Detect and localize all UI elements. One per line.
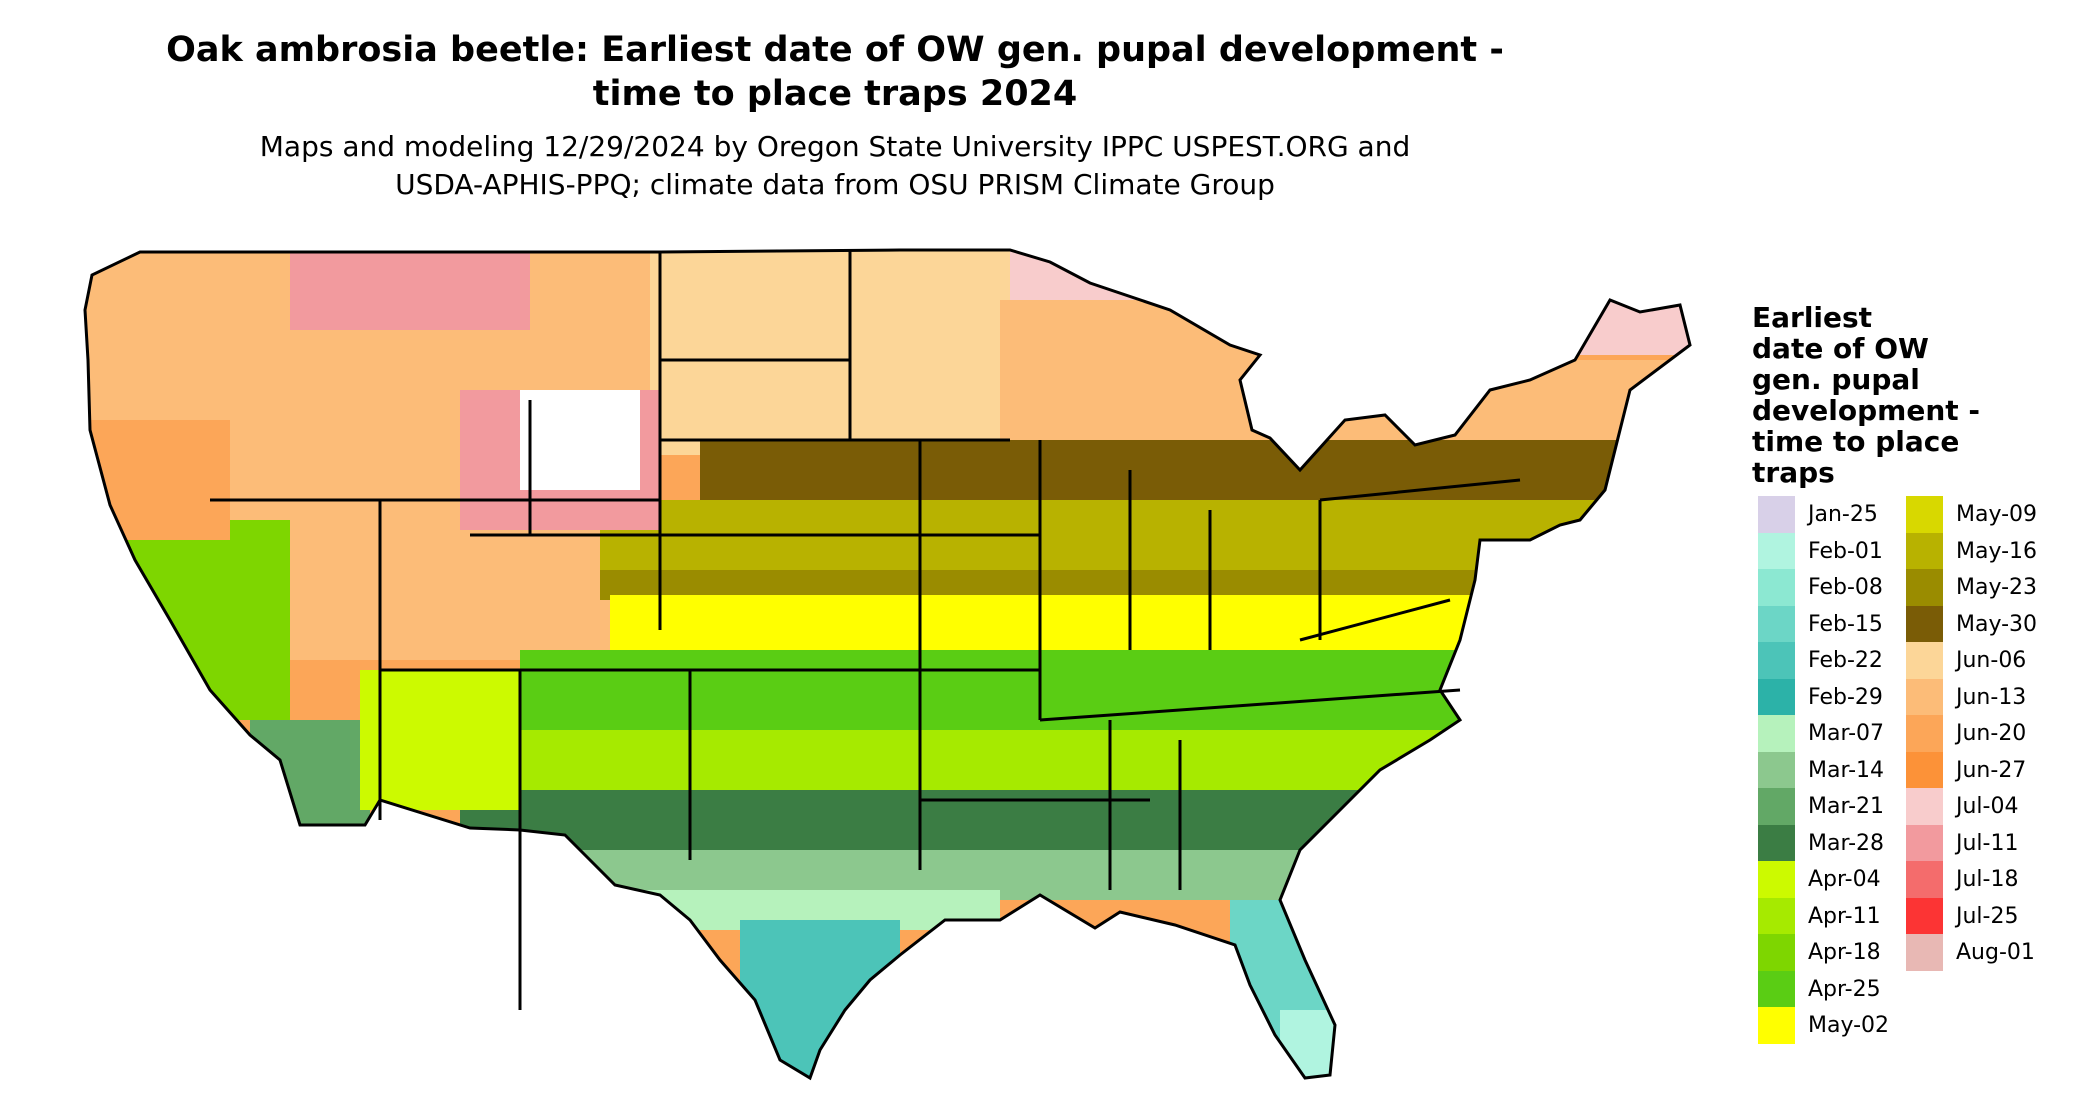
- legend-label: Feb-29: [1808, 684, 1883, 710]
- legend-label: Mar-07: [1808, 721, 1885, 746]
- legend-label: Jul-18: [1956, 867, 2019, 892]
- legend-swatch: [1906, 934, 1943, 971]
- legend-label: Jun-06: [1956, 648, 2027, 673]
- legend-label: Jun-27: [1956, 757, 2027, 783]
- legend-swatch: [1758, 1007, 1795, 1044]
- legend-label: May-09: [1956, 502, 2038, 527]
- legend-label: Jun-13: [1956, 684, 2027, 710]
- legend-swatch: [1758, 496, 1795, 533]
- legend-swatch: [1758, 897, 1795, 935]
- legend-swatch: [1906, 715, 1943, 752]
- legend-label: Mar-21: [1808, 794, 1885, 819]
- legend-swatch: [1906, 897, 1943, 935]
- legend-swatch: [1906, 678, 1943, 716]
- legend-label: May-16: [1956, 538, 2038, 564]
- legend-label: Jun-20: [1956, 721, 2027, 746]
- state-borders: [83, 248, 1692, 1080]
- legend-swatch: [1758, 605, 1795, 643]
- legend-swatch: [1758, 824, 1795, 862]
- legend-swatch: [1758, 970, 1795, 1008]
- legend-swatch: [1758, 861, 1795, 898]
- legend-label: Feb-15: [1808, 611, 1883, 637]
- legend-swatch: [1758, 788, 1795, 825]
- legend-label: May-23: [1956, 575, 2038, 600]
- legend-title-line: traps: [1752, 456, 1835, 489]
- map-subtitle: Maps and modeling 12/29/2024 by Oregon S…: [120, 128, 1550, 204]
- legend-label: Jul-25: [1956, 903, 2019, 929]
- legend-swatch: [1758, 934, 1795, 971]
- legend-label: Feb-01: [1808, 538, 1883, 564]
- legend-title-line: time to place: [1752, 425, 1960, 458]
- legend-swatch: [1758, 715, 1795, 752]
- legend-title-line: date of OW: [1752, 332, 1929, 365]
- legend-swatch: [1906, 532, 1943, 570]
- subtitle-line-1: Maps and modeling 12/29/2024 by Oregon S…: [259, 130, 1411, 163]
- legend-label: Apr-25: [1808, 976, 1881, 1002]
- legend-title-line: gen. pupal: [1752, 363, 1920, 396]
- legend-swatch: [1906, 751, 1943, 789]
- legend-label: Aug-01: [1956, 940, 2035, 965]
- legend-label: Feb-08: [1808, 575, 1883, 600]
- legend-title-line: Earliest: [1752, 301, 1873, 334]
- legend-label: Apr-18: [1808, 940, 1881, 965]
- legend-label: Jul-11: [1956, 830, 2019, 856]
- title-line-1: Oak ambrosia beetle: Earliest date of OW…: [166, 30, 1504, 70]
- legend-swatch: [1906, 861, 1943, 898]
- subtitle-line-2: USDA-APHIS-PPQ; climate data from OSU PR…: [395, 168, 1275, 201]
- legend-label: Mar-28: [1808, 830, 1885, 856]
- legend-swatch: [1758, 532, 1795, 570]
- legend-title-line: development -: [1752, 394, 1981, 427]
- legend-swatch: [1906, 605, 1943, 643]
- legend-label: Feb-22: [1808, 648, 1883, 673]
- legend-label: Apr-11: [1808, 903, 1881, 929]
- legend-swatch: [1906, 569, 1943, 606]
- legend-title: Earliest date of OW gen. pupal developme…: [1752, 302, 2052, 488]
- title-line-2: time to place traps 2024: [592, 74, 1078, 114]
- legend-label: Mar-14: [1808, 757, 1885, 783]
- legend-swatch: [1906, 642, 1943, 679]
- legend-swatch: [1906, 496, 1943, 533]
- legend-swatch: [1758, 642, 1795, 679]
- map-title: Oak ambrosia beetle: Earliest date of OW…: [120, 28, 1550, 116]
- legend-label: Jan-25: [1808, 502, 1878, 527]
- legend-swatch: [1758, 569, 1795, 606]
- legend-label: May-30: [1956, 611, 2038, 637]
- legend-swatch: [1758, 751, 1795, 789]
- legend-label: May-02: [1808, 1013, 1890, 1038]
- legend-swatch: [1906, 824, 1943, 862]
- legend-label: Apr-04: [1808, 867, 1881, 892]
- legend-swatch: [1906, 788, 1943, 825]
- legend-label: Jul-04: [1956, 794, 2019, 819]
- legend-swatch: [1758, 678, 1795, 716]
